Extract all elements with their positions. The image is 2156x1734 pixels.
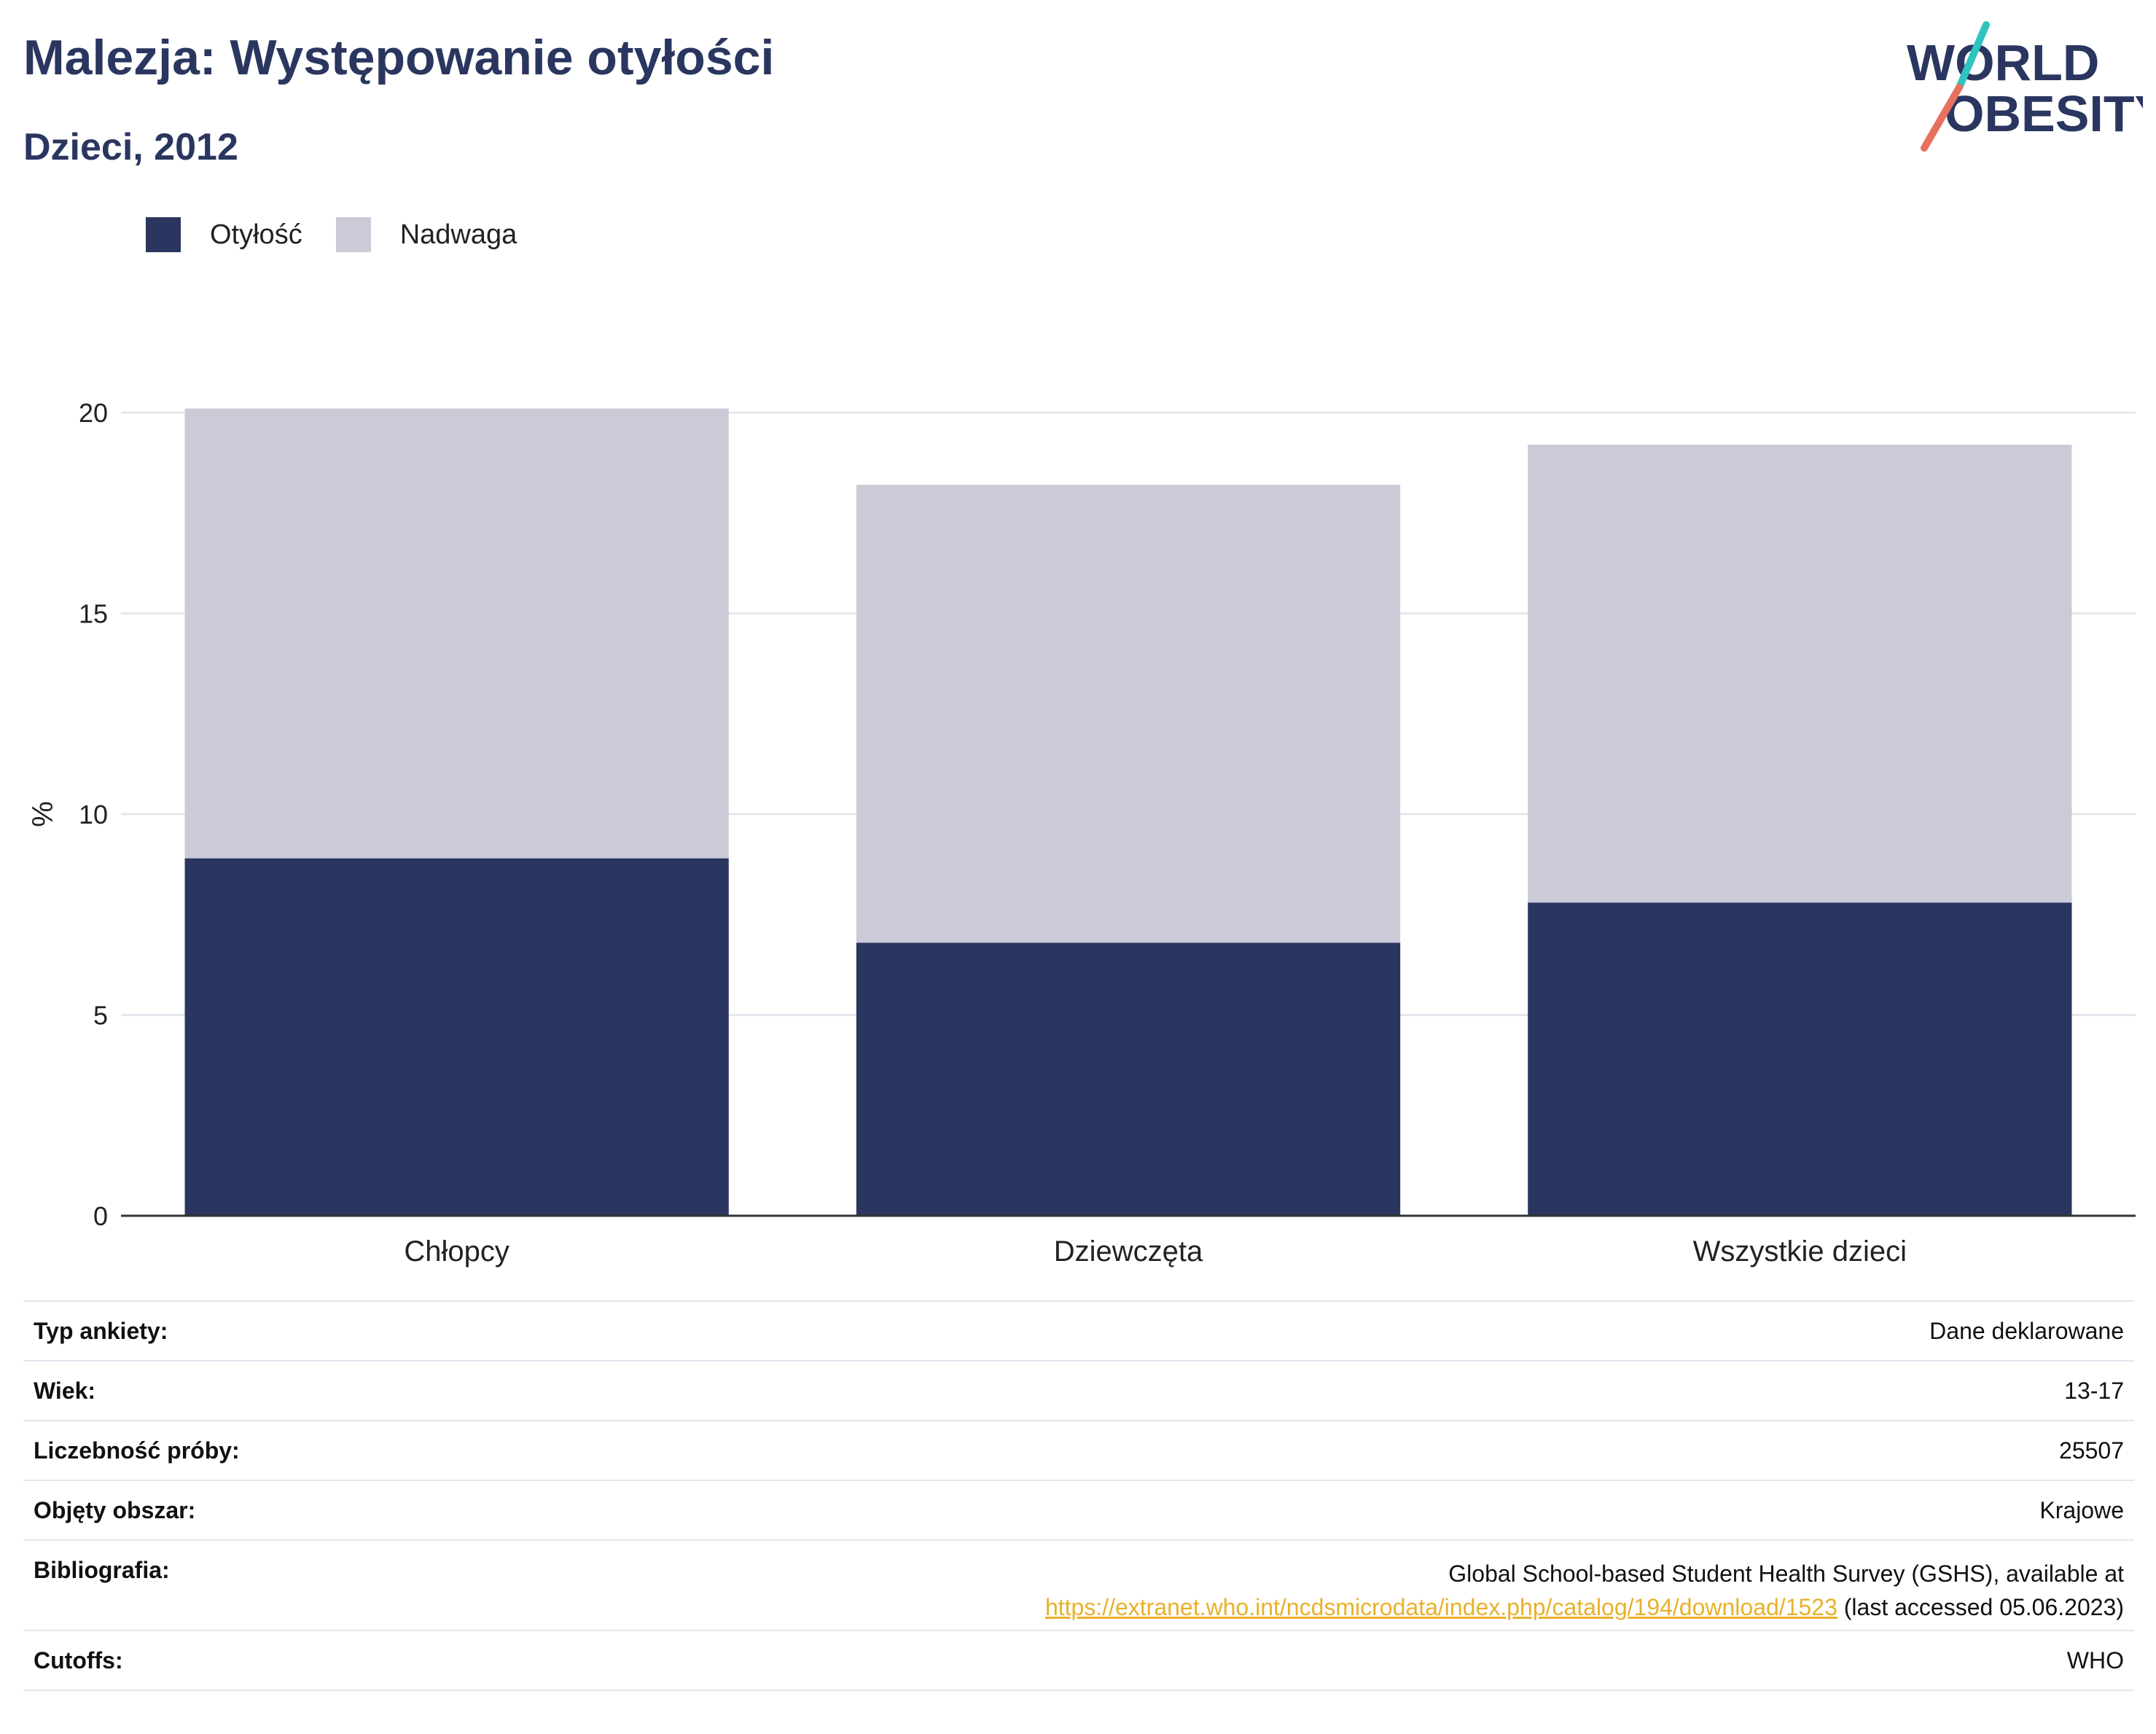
logo-slash-teal xyxy=(1956,21,1990,91)
bar-segment-obesity xyxy=(184,858,729,1216)
info-value: Krajowe xyxy=(383,1480,2134,1540)
logo-line2: OBESITY xyxy=(1945,85,2143,142)
y-tick-label: 10 xyxy=(79,800,108,829)
reference-line2: https://extranet.who.int/ncdsmicrodata/i… xyxy=(394,1590,2124,1624)
y-tick-label: 15 xyxy=(79,599,108,629)
info-row-age: Wiek: 13-17 xyxy=(23,1360,2134,1421)
reference-text: Global School-based Student Health Surve… xyxy=(1448,1561,2124,1587)
world-obesity-logo: WORLD OBESITY xyxy=(1907,21,2143,152)
legend-swatch-obesity xyxy=(146,217,181,252)
x-tick-label: Wszystkie dzieci xyxy=(1693,1235,1907,1268)
bar-segment-overweight xyxy=(1528,445,2072,903)
y-tick-label: 20 xyxy=(79,398,108,428)
info-value: 13-17 xyxy=(383,1360,2134,1421)
chart-legend: Otyłość Nadwaga xyxy=(146,217,550,252)
info-row-area-covered: Objęty obszar: Krajowe xyxy=(23,1480,2134,1540)
bar-segment-obesity xyxy=(856,942,1401,1216)
legend-label-overweight: Nadwaga xyxy=(399,219,517,250)
info-row-survey-type: Typ ankiety: Dane deklarowane xyxy=(23,1300,2134,1361)
info-row-cutoffs: Cutoffs: WHO xyxy=(23,1630,2134,1691)
page-title: Malezja: Występowanie otyłości xyxy=(23,30,775,85)
legend-label-obesity: Otyłość xyxy=(210,219,302,250)
legend-item-overweight[interactable]: Nadwaga xyxy=(335,217,517,252)
info-row-sample-size: Liczebność próby: 25507 xyxy=(23,1420,2134,1480)
info-value: WHO xyxy=(383,1630,2134,1691)
bar-segment-obesity xyxy=(1528,902,2072,1216)
info-key: Bibliografia: xyxy=(23,1539,384,1630)
x-tick-label: Dziewczęta xyxy=(1054,1235,1203,1268)
logo-slash-coral xyxy=(1921,84,1963,152)
stacked-bar-chart: 0 5 10 15 20% Chłopcy Dziewczęta Wszystkie dzie… xyxy=(27,398,2136,1268)
info-value: Global School-based Student Health Surve… xyxy=(383,1539,2134,1630)
x-tick-label: Chłopcy xyxy=(404,1235,509,1268)
info-key: Objęty obszar: xyxy=(23,1480,384,1540)
metadata-table: Typ ankiety: Dane deklarowane Wiek: 13-1… xyxy=(23,1300,2134,1691)
legend-swatch-overweight xyxy=(335,217,371,252)
info-key: Cutoffs: xyxy=(23,1630,384,1691)
info-key: Wiek: xyxy=(23,1360,384,1421)
y-tick-label: 5 xyxy=(93,1001,108,1031)
info-key: Liczebność próby: xyxy=(23,1420,384,1480)
y-axis-label: % xyxy=(27,801,59,827)
logo-line1: WORLD xyxy=(1907,34,2099,91)
info-key: Typ ankiety: xyxy=(23,1300,384,1361)
info-value: 25507 xyxy=(383,1420,2134,1480)
page-subtitle: Dzieci, 2012 xyxy=(23,126,238,168)
reference-accessed: (last accessed 05.06.2023) xyxy=(1837,1594,2124,1620)
info-value: Dane deklarowane xyxy=(383,1300,2134,1361)
bar-segment-overweight xyxy=(856,485,1401,943)
y-tick-label: 0 xyxy=(93,1201,108,1231)
info-row-references: Bibliografia: Global School-based Studen… xyxy=(23,1539,2134,1630)
bar-segment-overweight xyxy=(184,408,729,859)
legend-item-obesity[interactable]: Otyłość xyxy=(146,217,302,252)
reference-link[interactable]: https://extranet.who.int/ncdsmicrodata/i… xyxy=(1044,1594,1837,1620)
